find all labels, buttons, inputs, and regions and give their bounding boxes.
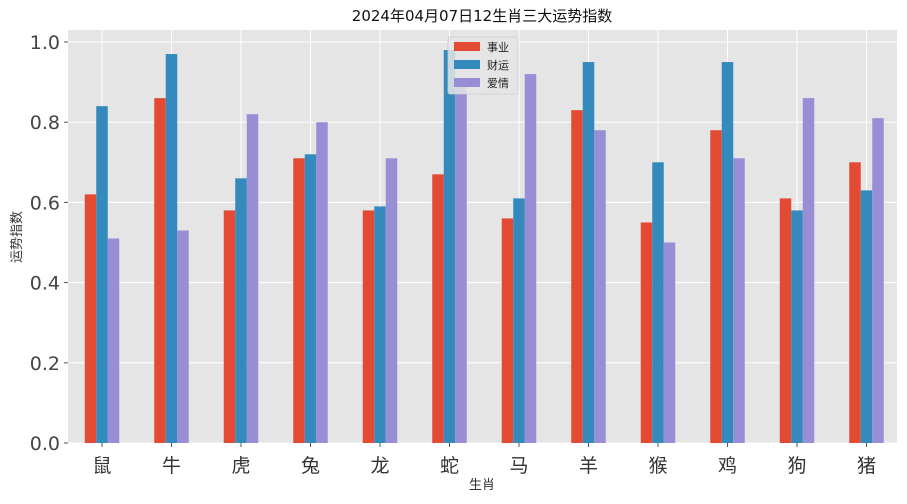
x-tick-label: 蛇: [440, 455, 459, 477]
bar-事业-牛: [154, 98, 166, 443]
bar-事业-猴: [640, 222, 653, 443]
x-tick-label: 龙: [370, 455, 389, 477]
y-tick-label: 0.0: [30, 433, 60, 455]
bar-爱情-蛇: [455, 82, 467, 443]
bar-爱情-虎: [246, 114, 259, 444]
plot-background: [68, 30, 897, 443]
bar-爱情-猴: [663, 242, 676, 443]
bar-财运-鼠: [96, 106, 108, 443]
x-tick-label: 狗: [787, 455, 806, 477]
bar-财运-猪: [860, 190, 873, 443]
x-tick-label: 猪: [857, 455, 876, 477]
x-tick-label: 鸡: [718, 455, 737, 477]
y-tick-label: 0.8: [30, 112, 60, 134]
x-tick-label: 兔: [301, 455, 320, 477]
y-axis-label: 运势指数: [9, 211, 25, 263]
bar-事业-兔: [293, 158, 305, 444]
x-tick-label: 牛: [162, 455, 181, 477]
y-tick-label: 0.6: [30, 192, 60, 214]
x-tick-label: 鼠: [92, 455, 111, 477]
bar-财运-鸡: [721, 62, 734, 444]
bar-爱情-龙: [385, 158, 398, 444]
bar-事业-羊: [571, 110, 583, 444]
bar-爱情-牛: [177, 230, 189, 443]
bar-爱情-兔: [316, 122, 328, 443]
legend-label: 事业: [487, 41, 509, 54]
x-tick-label: 虎: [231, 455, 250, 477]
bar-事业-猪: [849, 162, 861, 444]
x-axis-ticks: 鼠牛虎兔龙蛇马羊猴鸡狗猪: [92, 443, 876, 477]
bar-事业-蛇: [432, 174, 444, 443]
bar-爱情-鸡: [733, 158, 745, 444]
legend-swatch: [454, 42, 480, 51]
bar-爱情-羊: [594, 130, 606, 443]
bar-财运-龙: [374, 206, 386, 443]
legend-label: 爱情: [487, 77, 509, 90]
bar-事业-马: [501, 218, 514, 443]
bar-财运-羊: [582, 62, 595, 444]
bar-事业-龙: [362, 210, 375, 443]
legend-swatch: [454, 78, 480, 87]
bar-事业-虎: [223, 210, 236, 443]
y-axis-ticks: 0.0 0.2 0.4 0.6 0.8 1.0: [30, 32, 68, 455]
legend-label: 财运: [487, 58, 509, 72]
bar-财运-蛇: [443, 50, 456, 444]
bar-爱情-猪: [872, 118, 884, 443]
bar-财运-虎: [235, 178, 247, 443]
bar-财运-兔: [304, 154, 317, 443]
bar-series-group: [84, 50, 884, 444]
chart-title: 2024年04月07日12生肖三大运势指数: [352, 7, 612, 25]
bar-财运-狗: [791, 210, 803, 443]
bar-事业-狗: [779, 198, 792, 443]
x-tick-label: 猴: [648, 455, 667, 477]
bar-爱情-鼠: [107, 238, 120, 443]
bar-事业-鸡: [710, 130, 722, 443]
bar-事业-鼠: [84, 194, 97, 443]
x-tick-label: 羊: [579, 455, 598, 477]
bar-财运-牛: [165, 54, 178, 443]
bar-爱情-马: [524, 74, 537, 443]
y-tick-label: 1.0: [30, 32, 60, 54]
x-tick-label: 马: [509, 455, 528, 477]
bar-爱情-狗: [802, 98, 815, 443]
y-tick-label: 0.2: [30, 353, 60, 375]
legend-swatch: [454, 60, 480, 69]
y-tick-label: 0.4: [30, 273, 60, 295]
bar-财运-马: [513, 198, 525, 443]
bar-财运-猴: [652, 162, 664, 444]
x-axis-label: 生肖: [469, 478, 495, 493]
